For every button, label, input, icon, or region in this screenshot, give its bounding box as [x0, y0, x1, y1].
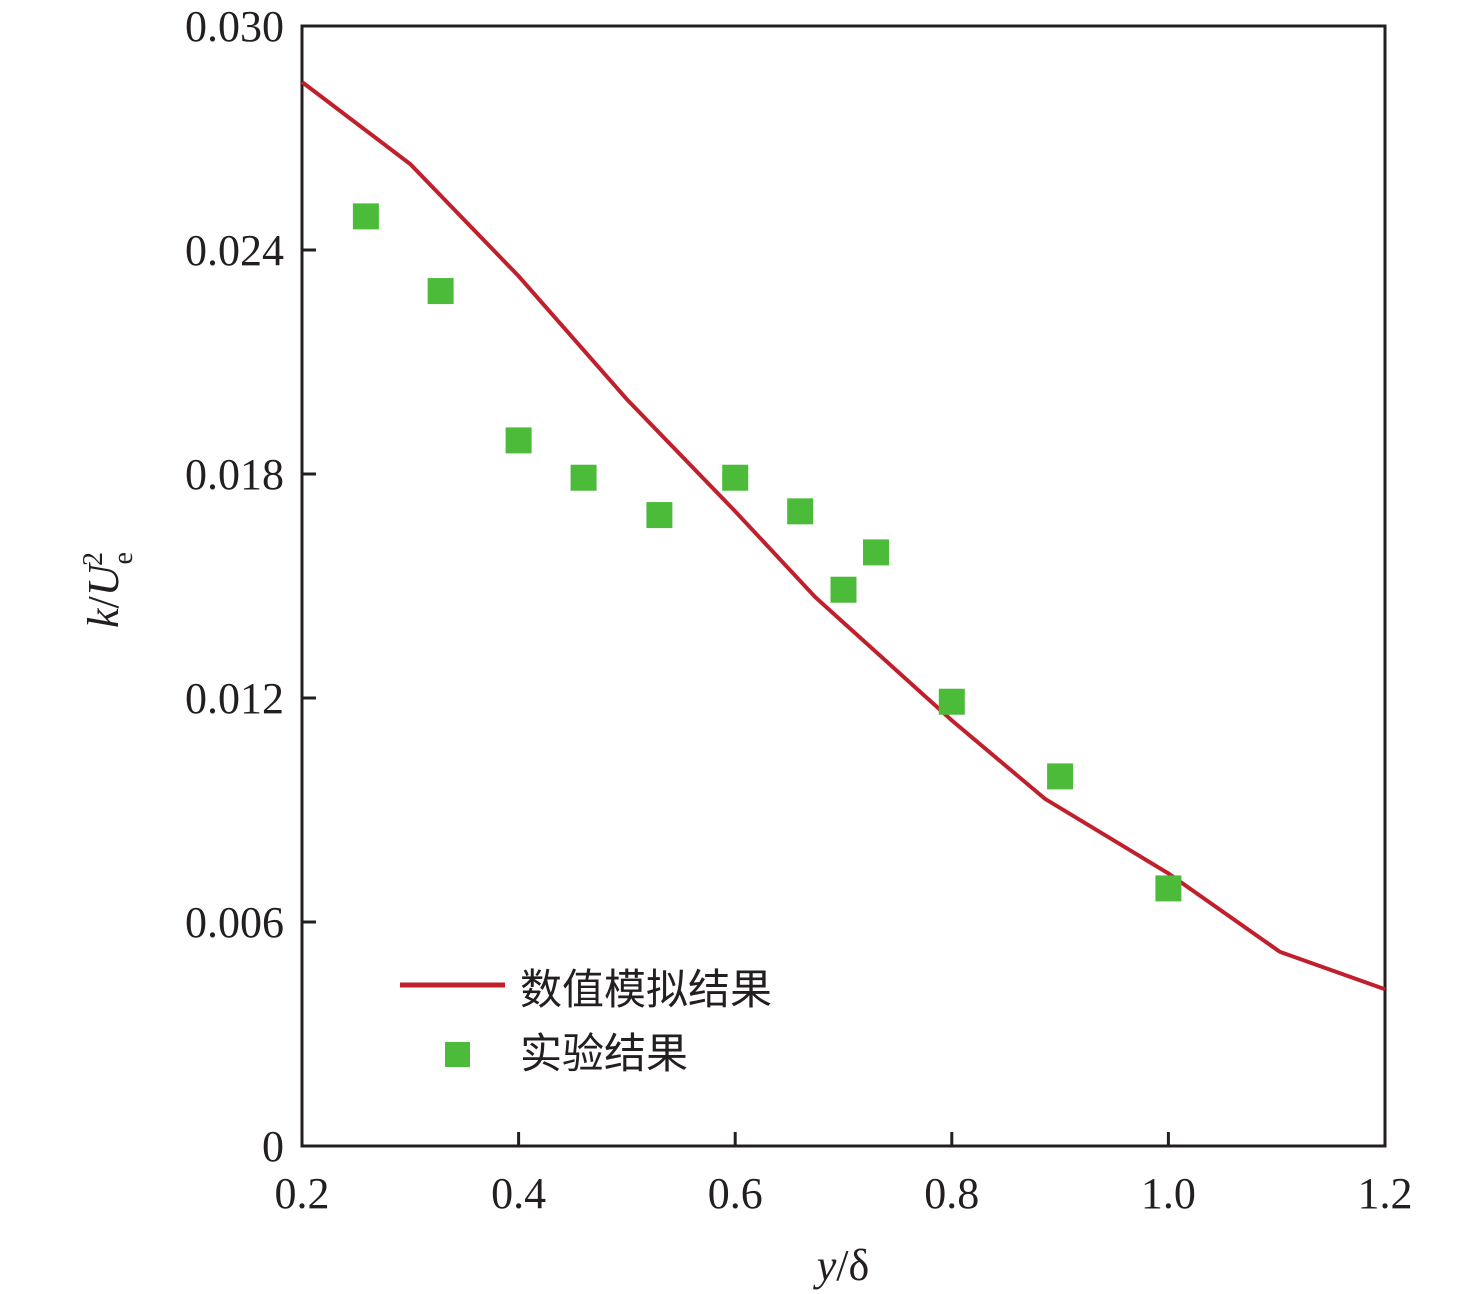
experiment-point [862, 539, 889, 566]
experiment-point [787, 498, 814, 525]
experiment-point [722, 464, 749, 491]
x-tick-label: 0.4 [491, 1169, 546, 1218]
experiment-point [352, 203, 379, 230]
plot-frame [300, 24, 1387, 1148]
simulation-line [300, 80, 1386, 992]
experiment-point [570, 464, 597, 491]
y-tick-label: 0.024 [185, 226, 284, 275]
y-axis-title: k/Ue2 [78, 552, 139, 628]
experiment-point [505, 427, 532, 454]
experiment-point [427, 278, 454, 305]
legend-label-simulation: 数值模拟结果 [520, 965, 772, 1014]
legend-square-swatch [445, 1042, 470, 1067]
y-tick-label: 0.006 [185, 898, 284, 947]
y-tick-label: 0.018 [185, 450, 284, 499]
x-tick-label: 0.6 [708, 1169, 763, 1218]
experiment-point [646, 502, 673, 529]
y-tick-label: 0 [262, 1122, 284, 1171]
experiment-point [1047, 763, 1074, 790]
x-tick-label: 0.2 [275, 1169, 330, 1218]
y-tick-label: 0.030 [185, 2, 284, 51]
x-tick-label: 0.8 [924, 1169, 979, 1218]
experiment-point [830, 576, 857, 603]
legend-label-experiment: 实验结果 [520, 1029, 688, 1078]
experiment-point [938, 688, 965, 715]
experiment-point [1155, 875, 1182, 902]
x-tick-label: 1.0 [1141, 1169, 1196, 1218]
y-tick-label: 0.012 [185, 674, 284, 723]
legend: 数值模拟结果 实验结果 [400, 965, 772, 1078]
x-axis-title: y/δ [813, 1241, 870, 1290]
x-tick-label: 1.2 [1358, 1169, 1413, 1218]
